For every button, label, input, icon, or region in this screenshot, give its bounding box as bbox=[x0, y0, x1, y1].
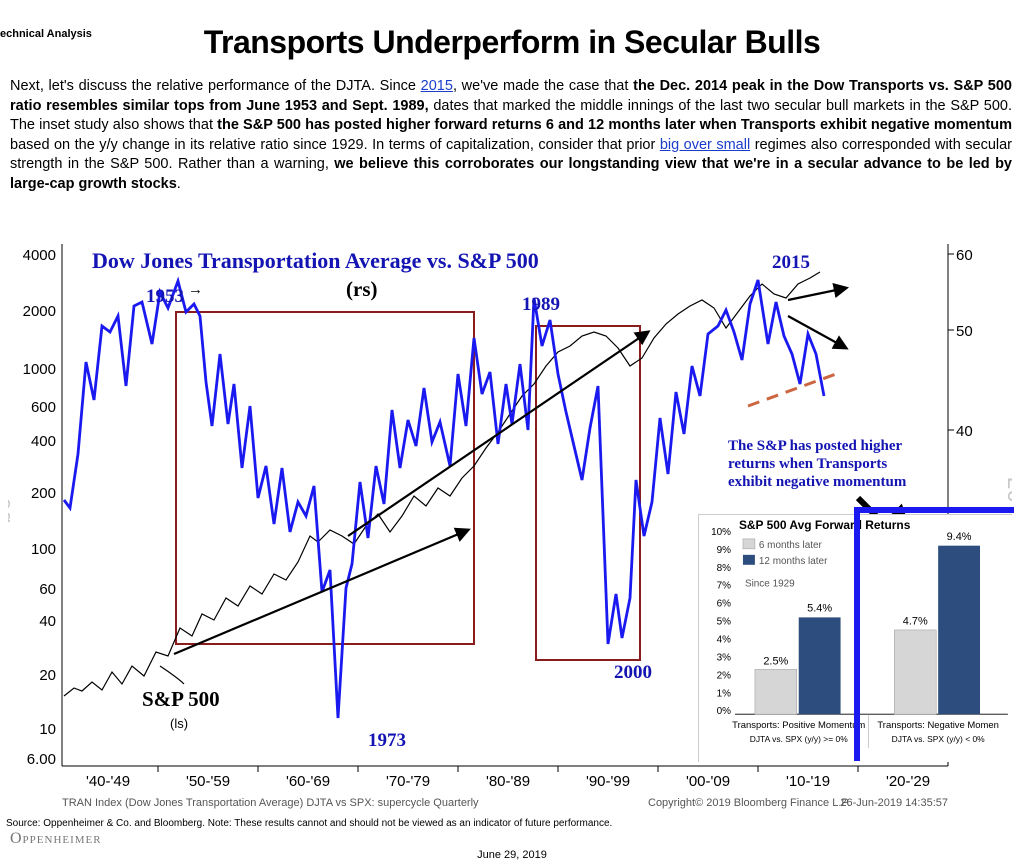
box-1989 bbox=[536, 326, 640, 660]
note-l3: exhibit negative momentum bbox=[728, 474, 907, 490]
trend-arrow-3a bbox=[788, 288, 846, 300]
x3: '70-'79 bbox=[386, 773, 430, 790]
logo: Oppenheimer bbox=[10, 830, 102, 848]
iy1: 1% bbox=[717, 688, 732, 699]
sp500-pointer bbox=[160, 666, 184, 684]
yl-400: 400 bbox=[31, 433, 56, 450]
xl-neg: Transports: Negative Momen bbox=[877, 720, 999, 731]
leg-12mo-swatch bbox=[743, 555, 755, 565]
x-axis: '40-'49 '50-'59 '60-'69 '70-'79 '80-'89 … bbox=[86, 766, 930, 790]
iy2: 2% bbox=[717, 670, 732, 681]
val-pos-12: 5.4% bbox=[807, 603, 832, 615]
iy4: 4% bbox=[717, 634, 732, 645]
b2: the S&P 500 has posted higher forward re… bbox=[217, 117, 1012, 133]
iy5: 5% bbox=[717, 617, 732, 628]
lbl-2000: 2000 bbox=[614, 662, 652, 683]
footer-right: 26-Jun-2019 14:35:57 bbox=[840, 797, 948, 809]
link-big-over-small[interactable]: big over small bbox=[660, 137, 750, 153]
yl-20: 20 bbox=[39, 667, 56, 684]
inset-title: S&P 500 Avg Forward Returns bbox=[739, 518, 911, 532]
trend-arrow-3b bbox=[788, 316, 846, 348]
lbl-1973: 1973 bbox=[368, 730, 406, 751]
iy10: 10% bbox=[711, 527, 731, 538]
yl-2000: 2000 bbox=[23, 303, 56, 320]
yr-60: 60 bbox=[956, 247, 973, 264]
yl-40: 40 bbox=[39, 613, 56, 630]
p1f: . bbox=[177, 176, 181, 192]
yl-4000: 4000 bbox=[23, 247, 56, 264]
bar-pos-6 bbox=[755, 669, 797, 714]
y-left-axis: 4000 2000 1000 600 400 200 100 60 40 20 … bbox=[23, 247, 56, 768]
iy8: 8% bbox=[717, 563, 732, 574]
yl-600: 600 bbox=[31, 399, 56, 416]
lbl-1953: 1953 bbox=[146, 286, 184, 307]
yl-10: 10 bbox=[39, 721, 56, 738]
x6: '00-'09 bbox=[686, 773, 730, 790]
x8: '20-'29 bbox=[886, 773, 930, 790]
footer-date: June 29, 2019 bbox=[0, 849, 1024, 861]
source-note: Source: Oppenheimer & Co. and Bloomberg.… bbox=[6, 818, 612, 829]
inset-chart: S&P 500 Avg Forward Returns 6 months lat… bbox=[698, 514, 1012, 762]
link-2015[interactable]: 2015 bbox=[421, 78, 453, 94]
bar-pos-12 bbox=[799, 617, 841, 714]
x5: '90-'99 bbox=[586, 773, 630, 790]
yr-50: 50 bbox=[956, 323, 973, 340]
body-paragraph: Next, let's discuss the relative perform… bbox=[10, 77, 1012, 194]
leg-12mo: 12 months later bbox=[759, 556, 828, 567]
x4: '80-'89 bbox=[486, 773, 530, 790]
iy7: 7% bbox=[717, 581, 732, 592]
x2: '60-'69 bbox=[286, 773, 330, 790]
xl-pos: Transports: Positive Momentum bbox=[732, 720, 865, 731]
iy6: 6% bbox=[717, 599, 732, 610]
inset-bars-g2: 4.7% 9.4% Transports: Negative Momen DJT… bbox=[877, 531, 999, 744]
inset-bars-g1: 2.5% 5.4% Transports: Positive Momentum … bbox=[732, 603, 865, 744]
header-tag: echnical Analysis bbox=[0, 28, 92, 40]
y-right-axis: 60 50 40 bbox=[948, 247, 973, 440]
note-l2: returns when Transports bbox=[728, 456, 887, 472]
val-neg-12: 9.4% bbox=[947, 531, 972, 543]
lbl-ls: (ls) bbox=[170, 716, 188, 731]
yl-200: 200 bbox=[31, 485, 56, 502]
bar-neg-12 bbox=[938, 546, 980, 715]
x1: '50-'59 bbox=[186, 773, 230, 790]
lbl-2015: 2015 bbox=[772, 252, 810, 273]
yr-40: 40 bbox=[956, 423, 973, 440]
trend-arrow-1 bbox=[174, 530, 468, 654]
note-l1: The S&P has posted higher bbox=[728, 438, 903, 454]
yl-1000: 1000 bbox=[23, 361, 56, 378]
p1b: , we've made the case that bbox=[453, 78, 633, 94]
xs-pos: DJTA vs. SPX (y/y) >= 0% bbox=[750, 734, 849, 744]
clip-left: bo bbox=[8, 497, 15, 523]
inset-y-axis: 10% 9% 8% 7% 6% 5% 4% 3% 2% 1% 0% bbox=[711, 527, 731, 717]
yl-6: 6.00 bbox=[27, 751, 56, 768]
val-pos-6: 2.5% bbox=[763, 655, 788, 667]
iy3: 3% bbox=[717, 652, 732, 663]
lbl-rs: (rs) bbox=[346, 277, 377, 301]
x0: '40-'49 bbox=[86, 773, 130, 790]
val-neg-6: 4.7% bbox=[903, 616, 928, 628]
clip-right: Lo bbox=[1003, 477, 1012, 503]
footer-left: TRAN Index (Dow Jones Transportation Ave… bbox=[62, 797, 479, 809]
lbl-1989: 1989 bbox=[522, 294, 560, 315]
inset-since: Since 1929 bbox=[745, 579, 795, 590]
p1d: based on the y/y change in its relative … bbox=[10, 137, 660, 153]
yl-60: 60 bbox=[39, 581, 56, 598]
lbl-sp500: S&P 500 bbox=[142, 687, 220, 711]
iy0: 0% bbox=[717, 706, 732, 717]
bar-neg-6 bbox=[894, 630, 936, 714]
footer-mid: Copyright© 2019 Bloomberg Finance L.P. bbox=[648, 797, 850, 809]
leg-6mo: 6 months later bbox=[759, 540, 823, 551]
iy9: 9% bbox=[717, 545, 732, 556]
xs-neg: DJTA vs. SPX (y/y) < 0% bbox=[892, 734, 986, 744]
chart-title: Dow Jones Transportation Average vs. S&P… bbox=[92, 248, 539, 273]
yl-100: 100 bbox=[31, 541, 56, 558]
p1a: Next, let's discuss the relative perform… bbox=[10, 78, 421, 94]
leg-6mo-swatch bbox=[743, 539, 755, 549]
arrow-1953: → bbox=[188, 281, 203, 298]
page-title: Transports Underperform in Secular Bulls bbox=[0, 24, 1024, 61]
x7: '10-'19 bbox=[786, 773, 830, 790]
